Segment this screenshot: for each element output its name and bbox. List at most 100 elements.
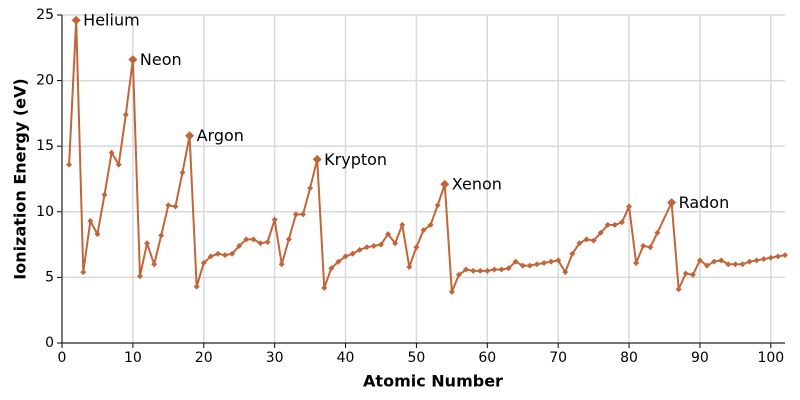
point-annotation: Helium [83, 11, 140, 30]
data-point [292, 211, 299, 218]
x-tick-label: 20 [195, 350, 213, 366]
data-point [696, 257, 703, 264]
y-tick-label: 25 [36, 7, 54, 23]
data-point [257, 240, 264, 247]
x-tick-label: 30 [266, 350, 284, 366]
y-tick-label: 20 [36, 73, 54, 89]
data-point [448, 288, 455, 295]
data-point [413, 244, 420, 251]
data-point [321, 284, 328, 291]
point-annotation: Xenon [452, 175, 502, 194]
data-point [349, 250, 356, 257]
data-point [229, 250, 236, 257]
data-point [420, 227, 427, 234]
data-point [271, 216, 278, 223]
data-point [597, 229, 604, 236]
x-tick-label: 60 [478, 350, 496, 366]
data-point [505, 265, 512, 272]
data-point [548, 258, 555, 265]
data-point [541, 259, 547, 266]
data-point [463, 266, 470, 273]
point-annotation: Argon [197, 126, 244, 145]
data-point [385, 231, 392, 238]
x-tick-label: 100 [757, 350, 784, 366]
x-tick-label: 70 [549, 350, 567, 366]
data-point [484, 267, 491, 274]
data-point [122, 111, 129, 118]
data-point [335, 258, 342, 265]
data-point [328, 265, 335, 272]
data-point [312, 154, 322, 164]
data-point [399, 221, 406, 228]
data-point [222, 252, 229, 259]
data-point [94, 231, 101, 238]
data-point [746, 258, 753, 265]
x-tick-label: 50 [407, 350, 425, 366]
data-point [583, 236, 590, 243]
data-point [158, 232, 165, 239]
data-point [128, 55, 138, 65]
data-point [136, 273, 143, 280]
data-point [782, 252, 788, 259]
data-point [682, 270, 689, 277]
data-point [80, 269, 87, 276]
data-point [470, 267, 477, 274]
y-tick-label: 10 [36, 204, 54, 220]
data-point [427, 221, 434, 228]
data-point [512, 258, 519, 265]
x-tick-label: 10 [124, 350, 142, 366]
data-point [519, 262, 526, 269]
data-point [264, 238, 271, 245]
data-point [732, 261, 739, 268]
data-point [526, 262, 533, 269]
data-point [151, 261, 158, 268]
y-tick-label: 0 [45, 335, 54, 351]
data-point [689, 271, 696, 278]
data-point [71, 15, 81, 25]
y-axis-label: Ionization Energy (eV) [11, 78, 30, 279]
data-point [555, 257, 562, 264]
data-point [498, 266, 505, 273]
data-point [626, 203, 633, 210]
data-point [207, 253, 214, 260]
data-point [618, 219, 625, 226]
data-point [250, 236, 257, 243]
y-tick-label: 5 [45, 269, 54, 285]
data-point [590, 237, 597, 244]
data-point [392, 240, 399, 247]
data-point [300, 211, 306, 218]
data-point [718, 257, 725, 264]
data-point [66, 161, 73, 168]
data-point [611, 221, 618, 228]
data-point [144, 240, 151, 247]
data-point [667, 198, 677, 208]
data-point [172, 203, 179, 210]
data-point [285, 236, 292, 243]
data-point [569, 250, 576, 257]
data-point [108, 149, 115, 156]
x-tick-label: 40 [337, 350, 355, 366]
data-point [576, 240, 583, 247]
data-point [434, 202, 441, 209]
data-point [115, 161, 122, 168]
data-point [236, 242, 243, 249]
data-point [533, 261, 540, 268]
data-point [214, 250, 221, 257]
data-point [101, 191, 108, 198]
data-point [406, 263, 413, 270]
data-point [711, 258, 718, 265]
point-annotation: Neon [140, 50, 182, 69]
x-tick-label: 90 [691, 350, 709, 366]
x-tick-label: 80 [620, 350, 638, 366]
y-tick-label: 15 [36, 138, 54, 154]
data-point [377, 241, 384, 248]
data-point [477, 267, 484, 274]
point-annotation: Krypton [324, 150, 387, 169]
data-point [647, 244, 654, 251]
data-point [562, 269, 569, 276]
data-point [193, 283, 200, 290]
data-point [440, 179, 450, 189]
x-axis-label: Atomic Number [363, 372, 503, 391]
data-point [604, 221, 611, 228]
